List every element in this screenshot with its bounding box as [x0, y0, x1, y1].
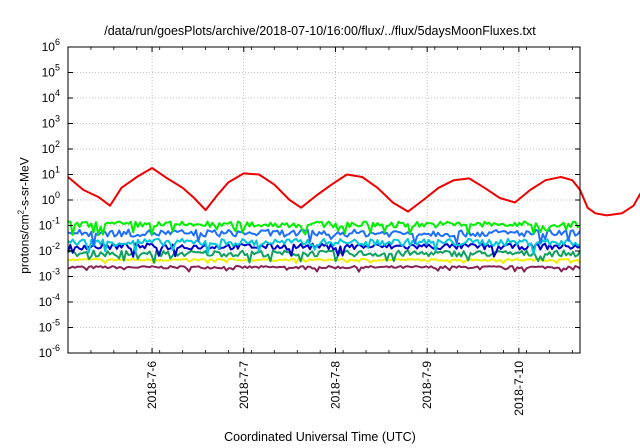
x-tick-label: 2018-7-10 — [512, 361, 526, 416]
x-tick-label: 2018-7-6 — [145, 361, 159, 409]
y-tick-label: 106 — [42, 37, 60, 54]
y-tick-label: 100 — [42, 190, 60, 207]
x-tick-label: 2018-7-7 — [237, 361, 251, 409]
plot-frame — [67, 46, 581, 354]
y-tick-label: 102 — [42, 139, 60, 156]
series-line — [67, 242, 581, 258]
x-tick-label: 2018-7-9 — [420, 361, 434, 409]
y-tick-label: 10-6 — [39, 343, 60, 360]
series-line — [67, 265, 581, 273]
y-tick-label: 10-3 — [39, 267, 60, 284]
y-tick-label: 10-2 — [39, 241, 60, 258]
chart-title: /data/run/goesPlots/archive/2018-07-10/1… — [104, 24, 536, 38]
x-axis-label: Coordinated Universal Time (UTC) — [224, 430, 416, 444]
y-axis-label: protons/cm2-s-sr-MeV — [16, 157, 32, 274]
series-line — [67, 257, 581, 265]
series-line — [67, 237, 581, 256]
y-tick-label: 101 — [42, 165, 60, 182]
y-tick-label: 10-5 — [39, 318, 60, 335]
y-tick-label: 105 — [42, 63, 60, 80]
series-line — [67, 249, 581, 264]
x-tick-label: 2018-7-8 — [328, 361, 342, 409]
series-line — [67, 167, 640, 217]
y-tick-label: 103 — [42, 114, 60, 131]
y-tick-label: 10-4 — [39, 292, 60, 309]
y-tick-label: 104 — [42, 88, 60, 105]
series-line — [67, 228, 581, 247]
y-tick-label: 10-1 — [39, 216, 60, 233]
series-line — [67, 220, 581, 236]
